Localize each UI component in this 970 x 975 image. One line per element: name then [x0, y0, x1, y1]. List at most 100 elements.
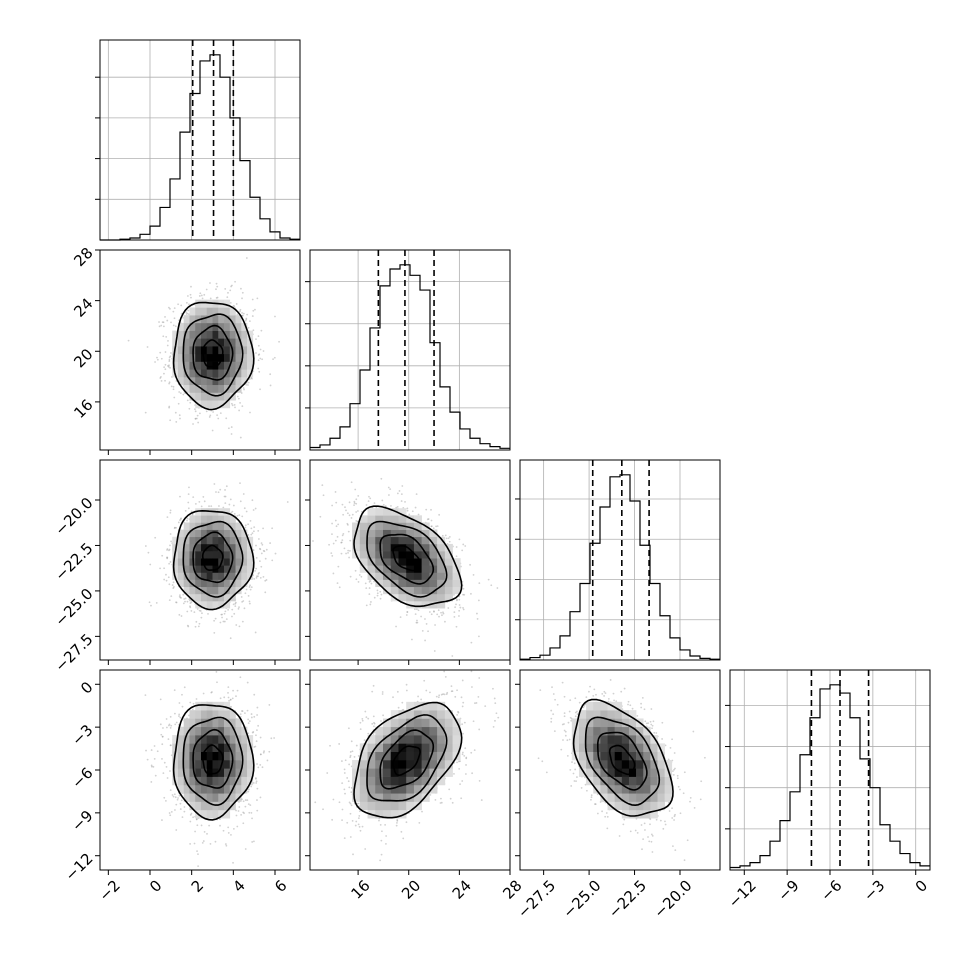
density-cell	[224, 354, 230, 362]
scatter-point	[355, 503, 357, 505]
scatter-point	[248, 382, 250, 384]
scatter-point	[233, 613, 235, 615]
scatter-point	[319, 516, 321, 518]
density-cell	[224, 530, 230, 537]
scatter-point	[208, 825, 210, 827]
scatter-point	[278, 341, 280, 343]
density-cell	[368, 537, 376, 544]
density-cell	[422, 565, 430, 572]
scatter-point	[404, 501, 406, 503]
scatter-point	[258, 335, 260, 337]
scatter-point	[412, 510, 414, 512]
scatter-point	[260, 577, 262, 579]
scatter-point	[231, 433, 233, 435]
density-cell	[391, 537, 399, 544]
scatter-point	[476, 613, 478, 615]
scatter-point	[260, 349, 262, 351]
scatter-point	[245, 527, 247, 529]
scatter-point	[253, 840, 255, 842]
scatter-point	[271, 527, 273, 529]
density-cell	[189, 572, 195, 579]
scatter-point	[328, 544, 330, 546]
scatter-point	[169, 419, 171, 421]
scatter-point	[209, 282, 211, 284]
density-cell	[383, 551, 391, 558]
panel-frame	[310, 250, 510, 450]
scatter-point	[232, 404, 234, 406]
scatter-point	[496, 587, 498, 589]
scatter-point	[199, 412, 201, 414]
scatter-point	[254, 570, 256, 572]
scatter-point	[264, 591, 266, 593]
density-cell	[241, 537, 247, 544]
scatter-point	[233, 505, 235, 507]
scatter-point	[225, 417, 227, 419]
scatter-point	[269, 542, 271, 544]
scatter-point	[179, 594, 181, 596]
scatter-point	[249, 412, 251, 414]
scatter-point	[230, 512, 232, 514]
scatter-point	[331, 505, 333, 507]
scatter-point	[265, 558, 267, 560]
scatter-point	[359, 574, 361, 576]
scatter-point	[175, 325, 177, 327]
scatter-point	[148, 552, 150, 554]
scatter-point	[266, 579, 268, 581]
scatter-point	[216, 286, 218, 288]
scatter-point	[337, 566, 339, 568]
scatter-point	[255, 338, 257, 340]
scatter-point	[469, 564, 471, 566]
scatter-point	[170, 533, 172, 535]
scatter-point	[204, 500, 206, 502]
scatter-point	[435, 525, 437, 527]
scatter-point	[456, 599, 458, 601]
scatter-point	[339, 586, 341, 588]
density-cell	[195, 323, 201, 331]
scatter-point	[253, 530, 255, 532]
density-cell	[195, 362, 201, 370]
scatter-point	[212, 430, 214, 432]
density-cell	[414, 601, 422, 608]
density-cell	[184, 551, 190, 558]
marginal-panel-p1	[95, 40, 300, 240]
density-cell	[178, 537, 184, 544]
scatter-point	[377, 592, 379, 594]
scatter-point	[478, 635, 480, 637]
scatter-point	[228, 504, 230, 506]
scatter-point	[414, 608, 416, 610]
density-cell	[195, 515, 201, 522]
scatter-point	[247, 791, 249, 793]
scatter-point	[453, 594, 455, 596]
density-cell	[201, 300, 207, 308]
scatter-point	[337, 523, 339, 525]
density-cell	[201, 508, 207, 515]
scatter-point	[389, 488, 391, 490]
scatter-point	[230, 302, 232, 304]
scatter-point	[369, 587, 371, 589]
scatter-point	[388, 487, 390, 489]
scatter-point	[416, 608, 418, 610]
scatter-point	[157, 359, 159, 361]
scatter-point	[170, 541, 172, 543]
scatter-point	[464, 545, 466, 547]
scatter-point	[341, 553, 343, 555]
scatter-point	[354, 502, 356, 504]
density-cell	[184, 346, 190, 354]
scatter-point	[424, 618, 426, 620]
scatter-point	[186, 313, 188, 315]
density-cell	[368, 544, 376, 551]
scatter-point	[369, 497, 371, 499]
scatter-point	[230, 499, 232, 501]
scatter-point	[449, 536, 451, 538]
density-cell	[184, 354, 190, 362]
density-cell	[218, 315, 224, 323]
density-cell	[218, 385, 224, 393]
scatter-point	[454, 606, 456, 608]
scatter-point	[206, 410, 208, 412]
scatter-point	[347, 550, 349, 552]
scatter-point	[158, 321, 160, 323]
scatter-point	[459, 607, 461, 609]
scatter-point	[321, 484, 323, 486]
scatter-point	[453, 616, 455, 618]
scatter-point	[478, 600, 480, 602]
